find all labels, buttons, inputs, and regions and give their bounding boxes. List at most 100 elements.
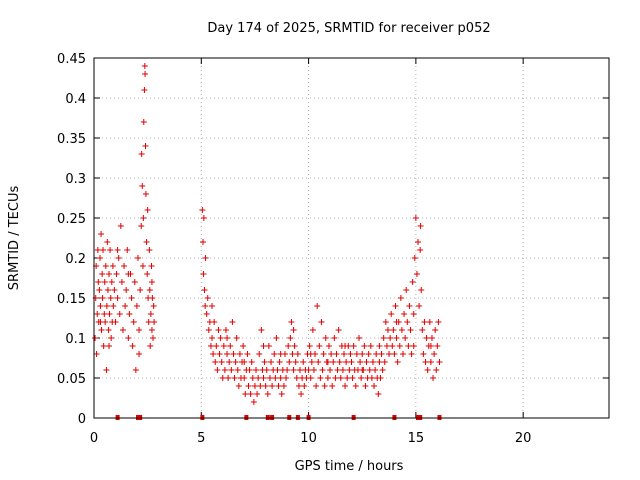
data-point [93, 351, 100, 357]
data-point [148, 263, 155, 269]
data-point [235, 383, 242, 389]
data-point [111, 287, 118, 293]
data-point [92, 335, 99, 341]
y-tick-label: 0.15 [57, 292, 86, 307]
data-point [359, 351, 366, 357]
data-point [417, 223, 424, 229]
data-point [287, 335, 294, 341]
data-point [286, 359, 293, 365]
data-point [121, 263, 128, 269]
data-point [375, 391, 382, 397]
data-point [417, 247, 424, 253]
data-point [272, 375, 279, 381]
data-point [271, 351, 278, 357]
data-point [366, 367, 373, 373]
data-point [103, 303, 110, 309]
data-point [393, 335, 400, 341]
data-point [203, 311, 210, 317]
data-point [129, 343, 136, 349]
data-point [148, 327, 155, 333]
data-point [142, 143, 149, 149]
data-point [403, 287, 410, 293]
data-point [241, 359, 248, 365]
data-point [266, 375, 273, 381]
data-point [409, 279, 416, 285]
data-point [413, 271, 420, 277]
data-point [412, 215, 419, 221]
data-point [277, 351, 284, 357]
data-point [141, 63, 148, 69]
data-point [202, 303, 209, 309]
data-point [307, 375, 314, 381]
data-point [122, 303, 129, 309]
data-point [274, 367, 281, 373]
data-point [324, 375, 331, 381]
data-point [207, 343, 214, 349]
data-point [300, 359, 307, 365]
data-point [114, 295, 121, 301]
data-point [390, 327, 397, 333]
data-point [427, 343, 434, 349]
data-point [289, 351, 296, 357]
data-point [117, 223, 124, 229]
data-point [423, 335, 430, 341]
data-point [319, 367, 326, 373]
data-point [224, 351, 231, 357]
data-point [213, 343, 220, 349]
data-point [357, 359, 364, 365]
data-point [320, 351, 327, 357]
data-point [284, 367, 291, 373]
y-tick-label: 0.35 [57, 132, 86, 147]
data-point [322, 335, 329, 341]
data-point [388, 311, 395, 317]
data-point [376, 359, 383, 365]
data-point [214, 367, 221, 373]
data-point [420, 351, 427, 357]
data-point [126, 311, 133, 317]
data-point [324, 359, 331, 365]
data-point [265, 343, 272, 349]
data-point [379, 367, 386, 373]
data-point [108, 279, 115, 285]
data-point [233, 335, 240, 341]
data-point [391, 351, 398, 357]
y-tick-label: 0.45 [57, 52, 86, 67]
data-point [313, 383, 320, 389]
data-point [125, 335, 132, 341]
data-point [377, 375, 384, 381]
data-point [227, 343, 234, 349]
data-point [264, 391, 271, 397]
data-point [283, 375, 290, 381]
data-point [109, 263, 116, 269]
data-point [347, 351, 354, 357]
data-point [291, 343, 298, 349]
data-point [139, 183, 146, 189]
data-point [221, 367, 228, 373]
data-point [97, 255, 104, 261]
data-point [330, 359, 337, 365]
data-point [110, 303, 117, 309]
data-point [241, 375, 248, 381]
data-point [285, 343, 292, 349]
data-point [101, 279, 108, 285]
data-point [116, 311, 123, 317]
data-point [257, 383, 264, 389]
data-point [131, 279, 138, 285]
data-point [405, 343, 412, 349]
data-point [325, 343, 332, 349]
data-point [130, 319, 137, 325]
data-point [145, 319, 152, 325]
chart-title: Day 174 of 2025, SRMTID for receiver p05… [207, 21, 490, 36]
data-point [136, 351, 143, 357]
data-point [209, 303, 216, 309]
data-point [253, 367, 260, 373]
data-point [372, 367, 379, 373]
data-point [146, 247, 153, 253]
y-tick-label: 0 [78, 412, 86, 427]
data-point [333, 351, 340, 357]
data-point [218, 359, 225, 365]
data-point [144, 271, 151, 277]
data-point [199, 207, 206, 213]
data-point [316, 343, 323, 349]
data-point [97, 303, 104, 309]
